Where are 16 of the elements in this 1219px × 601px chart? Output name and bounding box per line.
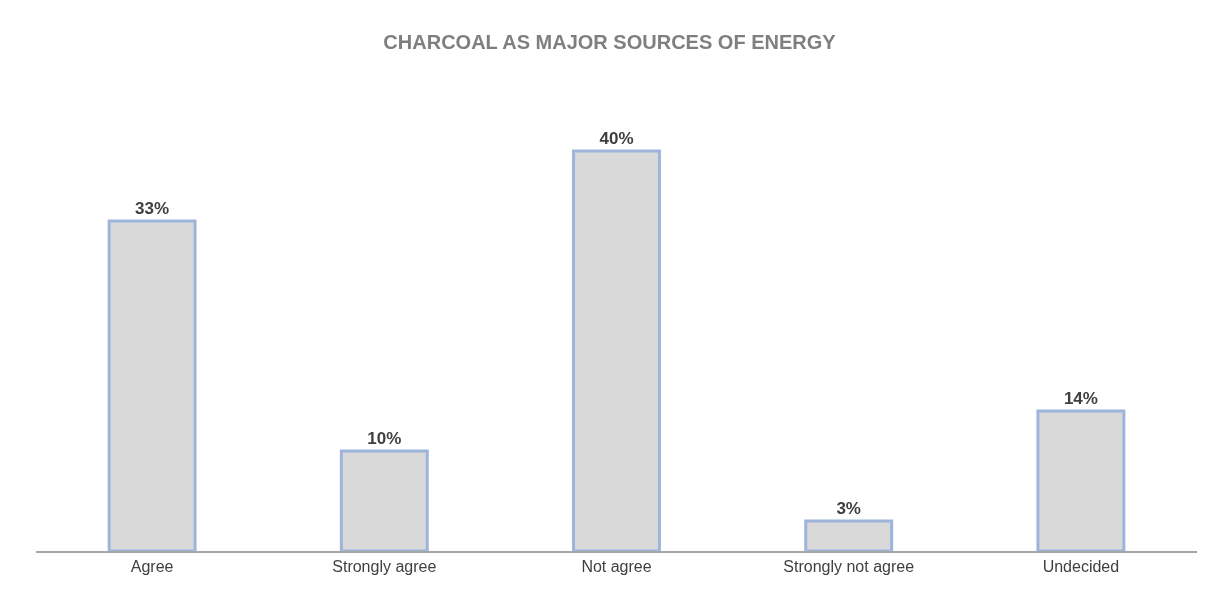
- x-tick-label: Strongly agree: [332, 558, 437, 576]
- data-label: 14%: [1063, 389, 1098, 408]
- data-label: 10%: [367, 429, 402, 448]
- bar: [339, 449, 429, 551]
- bar: [1036, 409, 1126, 551]
- x-tick-label: Not agree: [581, 558, 652, 576]
- data-label: 3%: [836, 499, 861, 518]
- data-label: 40%: [599, 129, 634, 148]
- bar: [804, 519, 894, 551]
- bar: [107, 219, 197, 551]
- chart-title: CHARCOAL AS MAJOR SOURCES OF ENERGY: [383, 31, 837, 54]
- x-tick-label: Undecided: [1042, 558, 1120, 576]
- x-tick-label: Agree: [130, 558, 174, 576]
- bar: [572, 149, 661, 551]
- data-label: 33%: [135, 199, 170, 218]
- x-tick-label: Strongly not agree: [783, 558, 915, 576]
